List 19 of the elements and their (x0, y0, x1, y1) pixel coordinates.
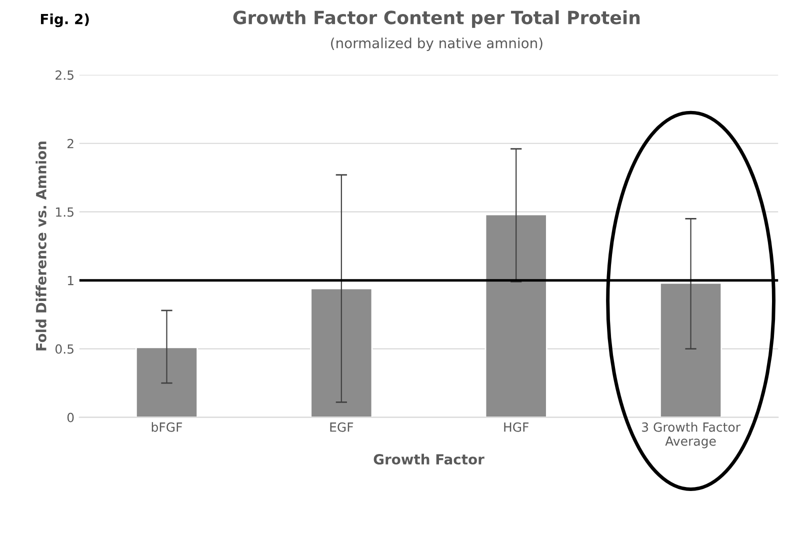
caption: Fig. 2) (40, 14, 89, 28)
y-tick-label: 2 (68, 138, 74, 148)
y-tick-label: 1 (68, 276, 74, 286)
x-tick-label: EGF (330, 422, 354, 432)
bar (135, 346, 198, 418)
x-tick-label: bFGF (152, 422, 182, 432)
bar (660, 282, 722, 418)
x-axis-title: Growth Factor (374, 454, 484, 465)
x-tick-label: HGF (504, 422, 529, 432)
y-tick-label: 2.5 (56, 70, 74, 80)
x-tick-label: 3 Growth Factor Average (642, 422, 740, 448)
bar (484, 214, 548, 418)
y-tick-label: 1.5 (56, 207, 74, 217)
chart-subtitle: (normalized by native amnion) (331, 38, 542, 52)
chart-title: Growth Factor Content per Total Protein (233, 10, 640, 28)
y-axis-title: Fold Difference vs. Amnion (36, 142, 46, 350)
y-tick-label: 0.5 (55, 344, 74, 354)
bar (310, 288, 373, 418)
y-tick-label: 0 (67, 412, 74, 422)
